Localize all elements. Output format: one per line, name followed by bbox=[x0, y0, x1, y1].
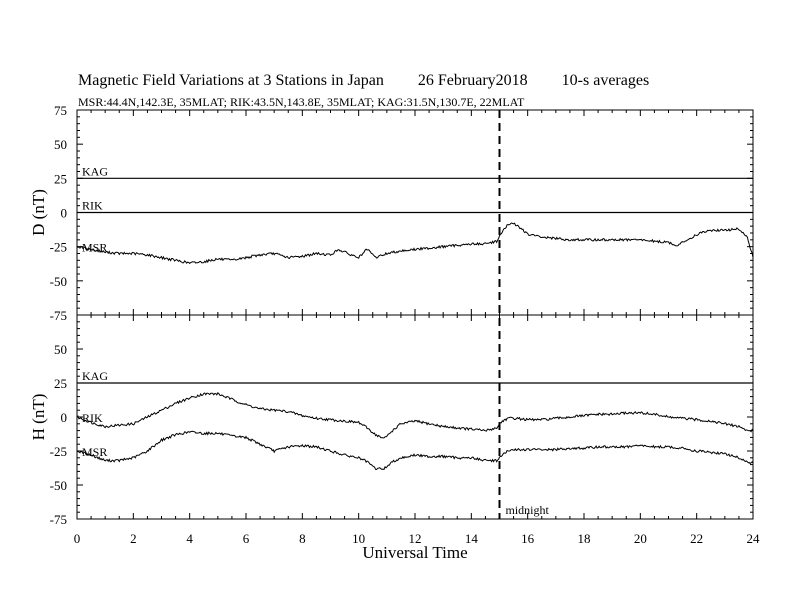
panel-d-ytick-label: 50 bbox=[54, 137, 67, 152]
xtick-label: 8 bbox=[299, 531, 306, 546]
xtick-label: 20 bbox=[634, 531, 647, 546]
panel-h-series-label-msr: MSR bbox=[82, 445, 107, 459]
panel-d-ytick-label: -25 bbox=[50, 240, 67, 255]
panel-d-series-msr bbox=[76, 222, 754, 265]
panel-d-series-label-kag: KAG bbox=[82, 164, 108, 178]
panel-d-ytick-label: 25 bbox=[54, 171, 67, 186]
xtick-label: 12 bbox=[409, 531, 422, 546]
panel-h-ytick-label: -75 bbox=[50, 512, 67, 527]
panel-d-ytick-label: 75 bbox=[54, 103, 67, 118]
xtick-label: 16 bbox=[521, 531, 535, 546]
panel-d-ytick-label: -50 bbox=[50, 274, 67, 289]
x-axis-label: Universal Time bbox=[362, 543, 467, 562]
xtick-label: 14 bbox=[465, 531, 479, 546]
xtick-label: 4 bbox=[186, 531, 193, 546]
panel-d-ylabel: D (nT) bbox=[29, 189, 48, 236]
chart-title: Magnetic Field Variations at 3 Stations … bbox=[78, 72, 649, 90]
panel-h-series-msr bbox=[76, 430, 754, 471]
panel-h-ytick-label: -50 bbox=[50, 478, 67, 493]
xtick-label: 10 bbox=[352, 531, 365, 546]
panel-h-ytick-label: 25 bbox=[54, 376, 67, 391]
panel-h-ytick-label: -25 bbox=[50, 444, 67, 459]
panel-d-ytick-label: 0 bbox=[61, 206, 68, 221]
xtick-label: 22 bbox=[690, 531, 703, 546]
xtick-label: 18 bbox=[578, 531, 591, 546]
chart-title-main: Magnetic Field Variations at 3 Stations … bbox=[78, 72, 384, 89]
panel-h-ytick-label: 50 bbox=[54, 342, 67, 357]
xtick-label: 6 bbox=[243, 531, 250, 546]
panel-d-ytick-label: -75 bbox=[50, 308, 67, 323]
panel-h-series-label-kag: KAG bbox=[82, 369, 108, 383]
panel-h: 50 25 0 -25 -50 -75 H (nT) KAG RIK MSR bbox=[29, 314, 754, 527]
panel-h-series-label-rik: RIK bbox=[82, 411, 103, 425]
xtick-label: 24 bbox=[747, 531, 761, 546]
panel-d-series-label-msr: MSR bbox=[82, 241, 107, 255]
panel-h-ytick-label: 0 bbox=[61, 410, 68, 425]
panel-h-ylabel: H (nT) bbox=[29, 394, 48, 441]
chart-subtitle: MSR:44.4N,142.3E, 35MLAT; RIK:43.5N,143.… bbox=[78, 95, 525, 109]
panel-d-series-label-rik: RIK bbox=[82, 199, 103, 213]
xtick-label: 2 bbox=[130, 531, 137, 546]
chart-title-averaging: 10-s averages bbox=[561, 72, 650, 89]
panel-d: 75 50 25 0 -25 -50 -75 D (nT) KAG RIK MSR bbox=[29, 103, 754, 323]
panel-h-series-rik bbox=[76, 392, 754, 439]
chart-title-date: 26 February2018 bbox=[417, 72, 528, 89]
midnight-marker-label: midnight bbox=[506, 503, 550, 517]
xtick-label: 0 bbox=[74, 531, 81, 546]
panel-h-frame bbox=[76, 314, 754, 520]
